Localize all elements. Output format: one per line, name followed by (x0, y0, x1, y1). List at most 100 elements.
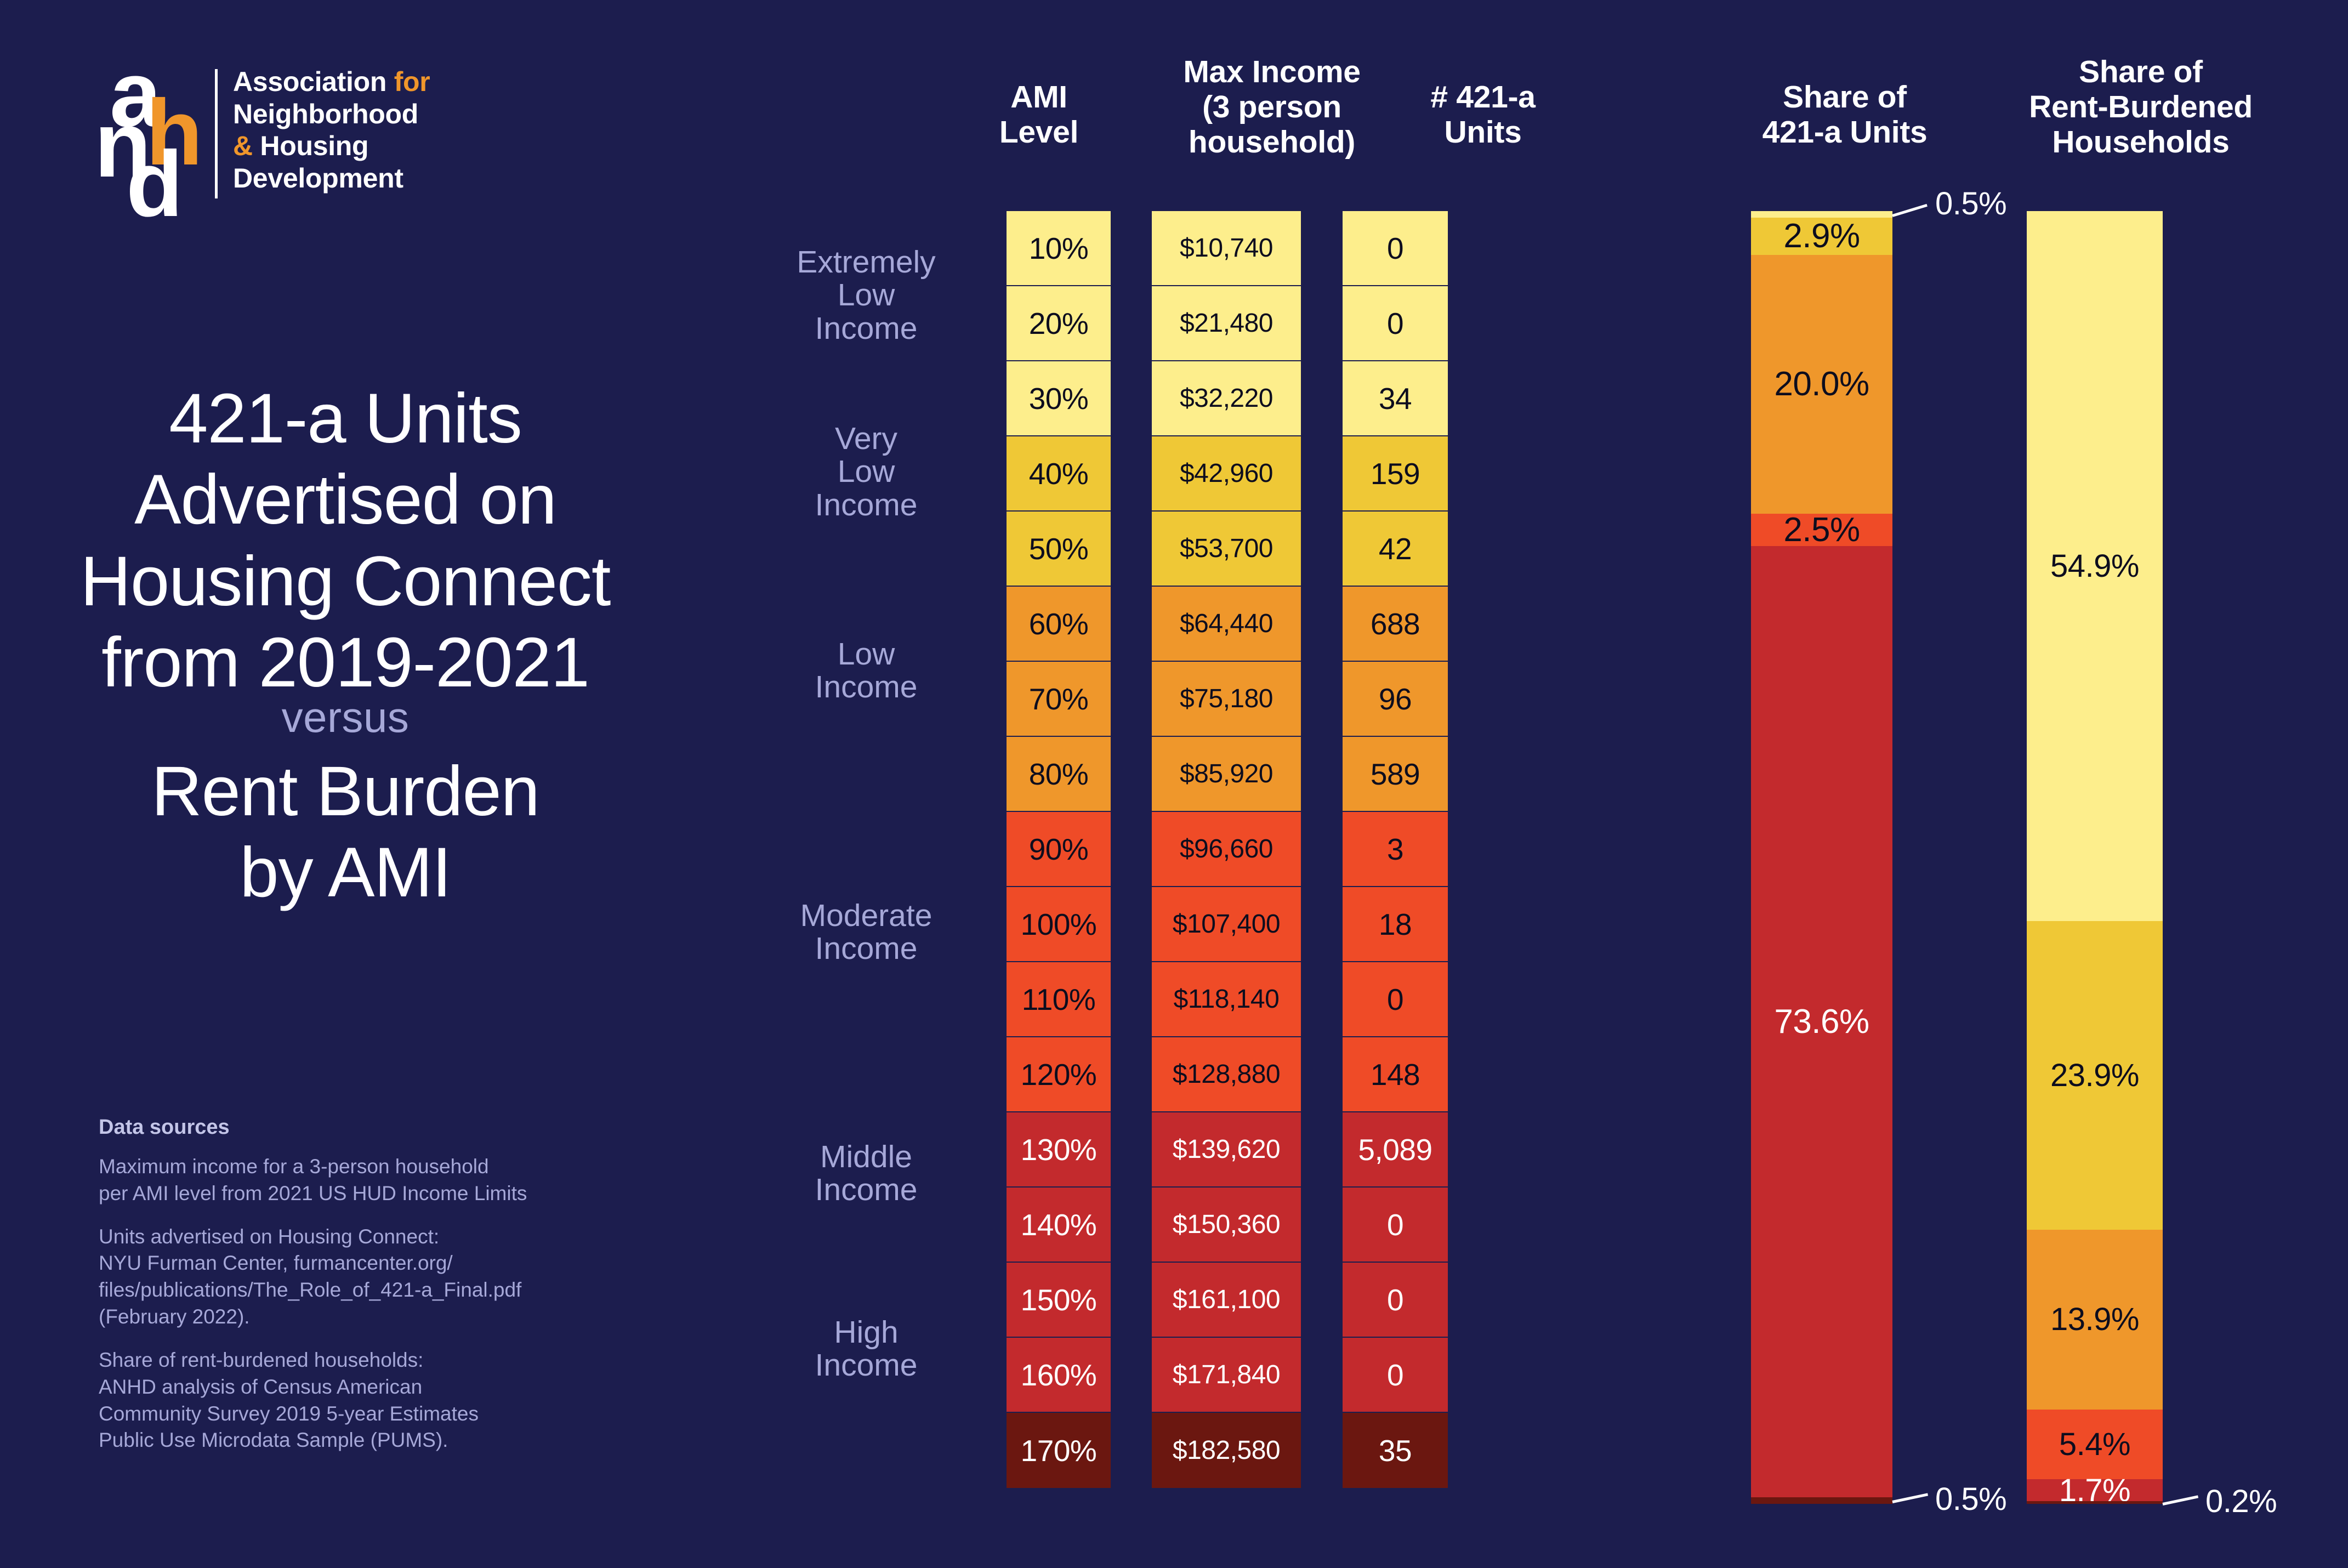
table-cell: $182,580 (1152, 1413, 1301, 1488)
bar-segment-label: 23.9% (2050, 1057, 2139, 1093)
logo-line1-accent: for (394, 66, 430, 97)
logo-letter-a: a (110, 42, 162, 146)
table-cell: 0 (1343, 211, 1448, 286)
table-cell: $150,360 (1152, 1188, 1301, 1263)
table-cell: 40% (1007, 436, 1111, 512)
table-cell: 0 (1343, 1338, 1448, 1413)
table-cell: 100% (1007, 887, 1111, 962)
table-cell: $42,960 (1152, 436, 1301, 512)
bar-callout-label: 0.2% (2205, 1483, 2277, 1519)
table-cell: 5,089 (1343, 1112, 1448, 1188)
table-cell: 140% (1007, 1188, 1111, 1263)
table-cell: $32,220 (1152, 361, 1301, 436)
table-cell: 18 (1343, 887, 1448, 962)
table-cell: 96 (1343, 662, 1448, 737)
table-cell: 0 (1343, 1188, 1448, 1263)
table-cell: 42 (1343, 512, 1448, 587)
logo-line2: Neighborhood (233, 98, 419, 129)
bar-segment: 2.5% (1751, 511, 1892, 549)
table-cell: 80% (1007, 737, 1111, 812)
table-cell: $96,660 (1152, 812, 1301, 887)
table-cell: $10,740 (1152, 211, 1301, 286)
bar-callout-label: 0.5% (1935, 185, 2007, 221)
logo-line1-white: Association (233, 66, 394, 97)
table-cell: 10% (1007, 211, 1111, 286)
income-group-label: Moderate Income (800, 898, 933, 967)
column-header-max-income: Max Income (3 person household) (1183, 54, 1361, 160)
table-cell: 30% (1007, 361, 1111, 436)
table-cell: 148 (1343, 1037, 1448, 1112)
table-cell: $53,700 (1152, 512, 1301, 587)
table-column-max-income: $10,740 $21,480 $32,220 $42,960 $53,700 $64,4… (1152, 211, 1301, 1488)
logo-letter-h: h (146, 81, 203, 185)
stacked-bar-share-421a-units: 2.9% 20.0% 2.5% 73.6% (1751, 211, 1892, 1504)
logo-letter-d: d (126, 132, 183, 236)
logo-divider (215, 69, 218, 198)
column-header-share-burdened: Share of Rent-Burdened Households (2029, 54, 2253, 160)
table-cell: $107,400 (1152, 887, 1301, 962)
page-title: 421-a Units Advertised on Housing Connec… (80, 379, 611, 702)
table-cell: $128,880 (1152, 1037, 1301, 1112)
table-cell: 160% (1007, 1338, 1111, 1413)
bar-segment-label: 2.9% (1783, 217, 1860, 255)
bar-segment (1751, 211, 1892, 218)
bar-segment-label: 13.9% (2050, 1302, 2139, 1338)
anhd-logo-mark: a n h d (94, 48, 203, 230)
bar-segment: 13.9% (2027, 1230, 2163, 1410)
bar-segment (1751, 1497, 1892, 1504)
bar-callout-label: 0.5% (1935, 1481, 2007, 1518)
table-cell: 0 (1343, 1263, 1448, 1338)
stacked-bar-share-rent-burdened: 54.9% 23.9% 13.9% 5.4% 1.7% (2027, 211, 2163, 1508)
callout-leader-line (2162, 1495, 2199, 1505)
table-cell: $139,620 (1152, 1112, 1301, 1188)
data-source-1: Maximum income for a 3-person household … (99, 1155, 527, 1205)
anhd-logo: a n h d Association for Neighborhood & Hou… (94, 48, 430, 230)
table-cell: $118,140 (1152, 962, 1301, 1037)
logo-line3-white: Housing (252, 130, 369, 161)
table-cell: 50% (1007, 512, 1111, 587)
bar-segment: 54.9% (2027, 211, 2163, 921)
table-cell: 35 (1343, 1413, 1448, 1488)
bar-segment-label: 73.6% (1774, 1002, 1869, 1041)
income-group-label: Low Income (815, 637, 918, 705)
data-sources-title: Data sources (99, 1116, 230, 1139)
table-column-ami-level: 10% 20% 30% 40% 50% 60% 70% 80% 90% 100% 110% 120% 1… (1007, 211, 1111, 1488)
data-source-2: Units advertised on Housing Connect: NYU… (99, 1225, 522, 1328)
table-cell: 70% (1007, 662, 1111, 737)
table-cell: 110% (1007, 962, 1111, 1037)
table-cell: 0 (1343, 962, 1448, 1037)
table-cell: 34 (1343, 361, 1448, 436)
bar-segment: 23.9% (2027, 921, 2163, 1230)
table-cell: $171,840 (1152, 1338, 1301, 1413)
bar-segment-label: 2.5% (1783, 510, 1860, 549)
table-cell: 130% (1007, 1112, 1111, 1188)
table-cell: $85,920 (1152, 737, 1301, 812)
logo-line3-accent: & (233, 130, 253, 161)
bar-segment: 2.9% (1751, 217, 1892, 255)
column-header-ami-level: AMI Level (999, 79, 1079, 150)
table-column-units: 0 0 34 159 42 688 96 589 3 18 0 148 5,089 0 0 0 35 (1343, 211, 1448, 1488)
table-cell: 0 (1343, 286, 1448, 361)
income-group-label: High Income (815, 1315, 918, 1383)
data-sources-block: Data sources Maximum income for a 3-pers… (99, 1116, 658, 1470)
logo-letter-n: n (94, 93, 151, 197)
bar-segment: 5.4% (2027, 1409, 2163, 1480)
bar-segment: 73.6% (1751, 546, 1892, 1498)
bar-segment: 20.0% (1751, 255, 1892, 514)
table-cell: $64,440 (1152, 587, 1301, 662)
data-source-3: Share of rent-burdened households: ANHD … (99, 1348, 479, 1452)
table-cell: 688 (1343, 587, 1448, 662)
bar-segment-label: 20.0% (1774, 365, 1869, 404)
bar-segment-label: 54.9% (2050, 548, 2139, 584)
versus-label: versus (281, 693, 410, 741)
table-cell: $21,480 (1152, 286, 1301, 361)
income-group-label: Extremely Low Income (797, 245, 936, 346)
table-cell: $161,100 (1152, 1263, 1301, 1338)
table-cell: 60% (1007, 587, 1111, 662)
bar-segment (2027, 1501, 2163, 1504)
table-cell: 170% (1007, 1413, 1111, 1488)
page-subtitle: Rent Burden by AMI (151, 752, 540, 912)
logo-wordmark: Association for Neighborhood & Housing Deve… (233, 66, 430, 194)
income-group-label: Middle Income (815, 1139, 918, 1208)
table-cell: $75,180 (1152, 662, 1301, 737)
